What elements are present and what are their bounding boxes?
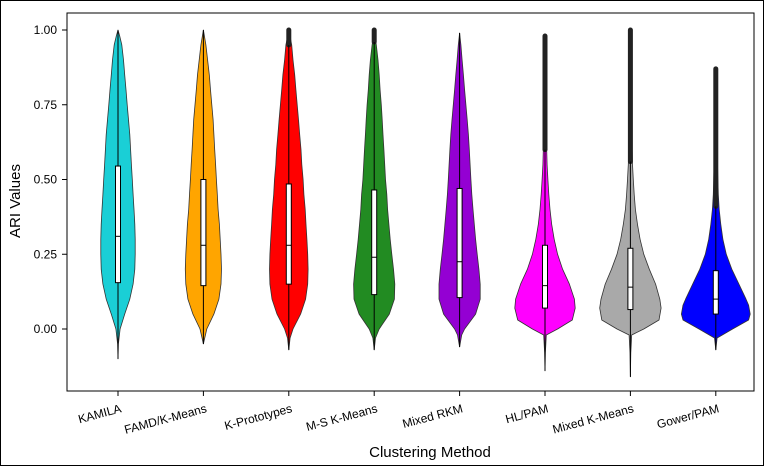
iqr-box <box>543 245 548 308</box>
iqr-box <box>457 188 462 297</box>
x-tick-label: M-S K-Means <box>304 401 378 434</box>
y-tick-label: 0.75 <box>34 98 58 112</box>
violins <box>101 30 750 377</box>
y-tick-label: 0.25 <box>34 247 58 261</box>
y-tick-label: 0.00 <box>34 322 58 336</box>
iqr-box <box>116 166 121 283</box>
iqr-box <box>628 248 633 309</box>
y-axis: 0.00 0.25 0.50 0.75 1.00 <box>34 23 67 336</box>
x-tick-label: Mixed RKM <box>401 401 465 431</box>
violin-hl-pam <box>515 36 575 371</box>
violin-mixed-k-means <box>600 30 661 377</box>
x-tick-label: Gower/PAM <box>655 401 720 431</box>
x-axis-title: Clustering Method <box>369 444 491 461</box>
x-axis: KAMILA FAMD/K-Means K-Prototypes M-S K-Mean… <box>77 391 721 437</box>
iqr-box <box>286 184 291 284</box>
iqr-box <box>713 271 718 314</box>
x-tick-label: FAMD/K-Means <box>123 401 208 436</box>
x-tick-label: KAMILA <box>77 401 123 426</box>
y-tick-label: 0.50 <box>34 173 58 187</box>
x-tick-label: Mixed K-Means <box>551 401 635 436</box>
x-tick-label: HL/PAM <box>504 401 550 426</box>
iqr-box <box>372 190 377 295</box>
violin-mixed-rkm <box>439 33 480 347</box>
violin-famd-k-means <box>185 30 221 344</box>
y-axis-title: ARI Values <box>7 164 24 238</box>
violin-gower-pam <box>681 69 750 350</box>
x-tick-label: K-Prototypes <box>223 401 294 432</box>
iqr-box <box>201 180 206 286</box>
violin-m-s-k-means <box>354 30 395 350</box>
y-tick-label: 1.00 <box>34 23 58 37</box>
violin-kamila <box>101 30 135 359</box>
plot-area <box>67 13 754 391</box>
violin-k-prototypes <box>270 30 309 350</box>
